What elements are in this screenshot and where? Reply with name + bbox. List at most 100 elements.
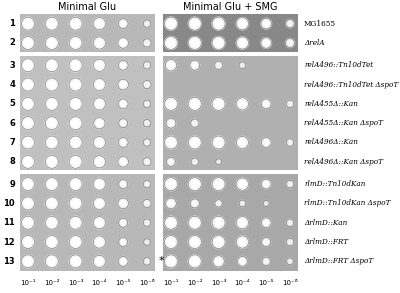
Circle shape <box>69 178 82 191</box>
Circle shape <box>286 219 294 226</box>
Circle shape <box>264 202 268 205</box>
Circle shape <box>72 62 79 69</box>
Text: 7: 7 <box>9 138 15 147</box>
Text: Minimal Glu: Minimal Glu <box>58 2 116 12</box>
Bar <box>163 171 298 174</box>
Circle shape <box>168 100 174 108</box>
Circle shape <box>120 140 126 145</box>
Text: relA496::Tn10dTet ΔspoT: relA496::Tn10dTet ΔspoT <box>304 81 398 88</box>
Circle shape <box>239 219 246 226</box>
Circle shape <box>212 97 225 110</box>
Circle shape <box>121 220 126 225</box>
Circle shape <box>288 140 292 144</box>
Circle shape <box>263 200 269 206</box>
Circle shape <box>214 61 223 69</box>
Circle shape <box>192 62 198 68</box>
Circle shape <box>48 239 55 246</box>
Text: relA455Δ::Kan: relA455Δ::Kan <box>304 100 358 108</box>
Circle shape <box>93 18 106 30</box>
Circle shape <box>119 119 128 128</box>
Circle shape <box>22 236 34 248</box>
Circle shape <box>118 38 128 48</box>
Circle shape <box>236 18 248 30</box>
Text: 10⁻³: 10⁻³ <box>211 280 226 286</box>
Circle shape <box>96 40 103 46</box>
Circle shape <box>120 101 126 107</box>
Circle shape <box>239 200 246 207</box>
Circle shape <box>72 258 79 265</box>
Circle shape <box>93 98 106 110</box>
Circle shape <box>188 178 201 191</box>
Circle shape <box>264 140 269 145</box>
Text: 10⁻⁵: 10⁻⁵ <box>258 280 274 286</box>
Circle shape <box>48 139 55 146</box>
Circle shape <box>262 257 270 265</box>
Circle shape <box>22 136 34 149</box>
Circle shape <box>236 136 248 149</box>
Circle shape <box>216 63 221 68</box>
Circle shape <box>72 180 79 188</box>
Circle shape <box>22 178 34 191</box>
Bar <box>20 14 155 53</box>
Bar <box>20 174 155 271</box>
Circle shape <box>24 200 32 207</box>
Text: relA496Δ::Kan: relA496Δ::Kan <box>304 139 358 146</box>
Circle shape <box>93 37 106 49</box>
Circle shape <box>145 221 149 225</box>
Circle shape <box>22 59 34 72</box>
Circle shape <box>145 259 149 263</box>
Circle shape <box>212 178 225 191</box>
Circle shape <box>121 240 126 245</box>
Text: ΔrlmD::Kan: ΔrlmD::Kan <box>304 219 347 227</box>
Circle shape <box>215 219 222 226</box>
Circle shape <box>239 100 246 107</box>
Text: 10: 10 <box>3 199 15 208</box>
Circle shape <box>72 158 79 165</box>
Circle shape <box>145 159 149 164</box>
Circle shape <box>168 180 174 188</box>
Circle shape <box>93 59 106 71</box>
Circle shape <box>48 20 55 27</box>
Circle shape <box>24 139 32 146</box>
Circle shape <box>286 139 294 146</box>
Circle shape <box>240 63 244 67</box>
Circle shape <box>190 60 200 70</box>
Circle shape <box>121 182 126 187</box>
Circle shape <box>93 217 106 229</box>
Text: 10⁻⁶: 10⁻⁶ <box>139 280 155 286</box>
Text: 4: 4 <box>9 80 15 89</box>
Circle shape <box>264 259 268 264</box>
Bar <box>20 56 155 171</box>
Circle shape <box>288 102 292 106</box>
Circle shape <box>120 200 126 206</box>
Circle shape <box>288 21 292 26</box>
Text: rlmD::Tn10dKan: rlmD::Tn10dKan <box>304 180 365 188</box>
Circle shape <box>24 20 32 27</box>
Circle shape <box>72 39 79 47</box>
Circle shape <box>96 139 103 146</box>
Text: 3: 3 <box>9 61 15 70</box>
Circle shape <box>72 219 79 226</box>
Circle shape <box>96 219 103 226</box>
Circle shape <box>143 120 151 127</box>
Circle shape <box>48 39 55 47</box>
Text: relA455Δ::Kan ΔspoT: relA455Δ::Kan ΔspoT <box>304 119 383 127</box>
Circle shape <box>45 216 58 229</box>
Circle shape <box>24 81 32 88</box>
Circle shape <box>24 39 32 47</box>
Circle shape <box>24 62 32 69</box>
Circle shape <box>45 78 58 91</box>
Circle shape <box>72 20 79 27</box>
Text: 10⁻⁵: 10⁻⁵ <box>116 280 131 286</box>
Circle shape <box>239 20 246 27</box>
Text: 5: 5 <box>9 99 15 108</box>
Circle shape <box>118 137 128 147</box>
Circle shape <box>188 136 201 149</box>
Circle shape <box>45 17 58 30</box>
Circle shape <box>96 258 103 265</box>
Circle shape <box>216 159 222 165</box>
Circle shape <box>93 136 106 149</box>
Text: *: * <box>159 256 165 266</box>
Circle shape <box>45 255 58 268</box>
Circle shape <box>239 181 246 188</box>
